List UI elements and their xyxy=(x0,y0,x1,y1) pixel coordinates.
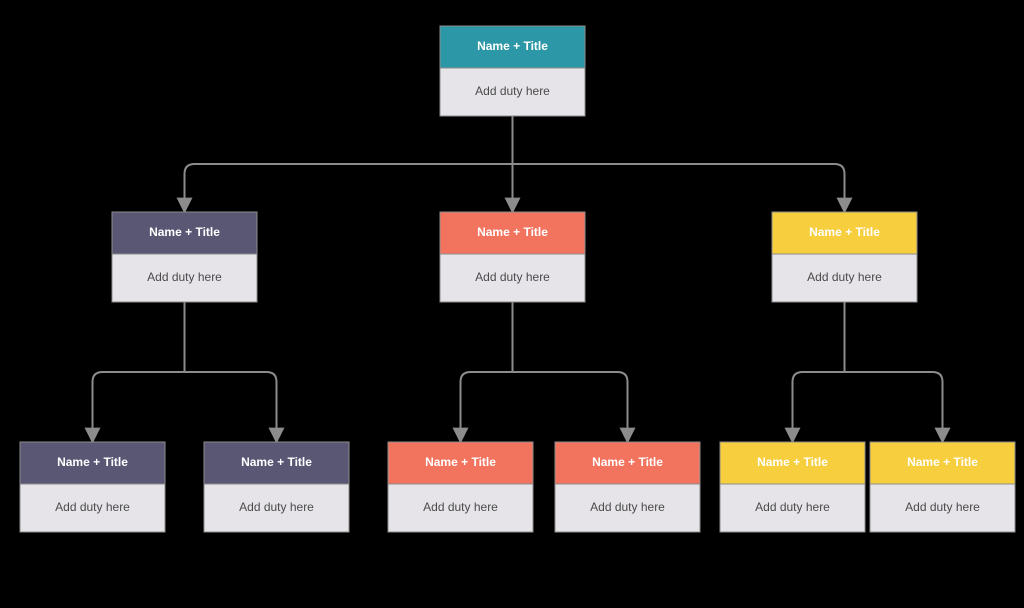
org-node-l4[interactable]: Name + Title Add duty here xyxy=(555,442,700,532)
node-duty: Add duty here xyxy=(475,84,550,98)
org-node-l1[interactable]: Name + Title Add duty here xyxy=(20,442,165,532)
node-title: Name + Title xyxy=(477,39,548,53)
node-duty: Add duty here xyxy=(755,500,830,514)
node-duty: Add duty here xyxy=(239,500,314,514)
org-node-l2[interactable]: Name + Title Add duty here xyxy=(204,442,349,532)
node-title: Name + Title xyxy=(809,225,880,239)
org-node-l3[interactable]: Name + Title Add duty here xyxy=(388,442,533,532)
connector xyxy=(845,372,943,442)
node-title: Name + Title xyxy=(57,455,128,469)
connector xyxy=(93,372,185,442)
node-duty: Add duty here xyxy=(590,500,665,514)
node-duty: Add duty here xyxy=(55,500,130,514)
node-title: Name + Title xyxy=(592,455,663,469)
connector xyxy=(185,164,513,212)
org-chart: Name + Title Add duty here Name + Title Add… xyxy=(0,0,1024,608)
connector xyxy=(461,372,513,442)
connector xyxy=(793,372,845,442)
node-title: Name + Title xyxy=(241,455,312,469)
connector xyxy=(513,164,845,212)
node-duty: Add duty here xyxy=(905,500,980,514)
node-title: Name + Title xyxy=(425,455,496,469)
node-title: Name + Title xyxy=(477,225,548,239)
node-title: Name + Title xyxy=(757,455,828,469)
connector xyxy=(513,372,628,442)
connector xyxy=(185,372,277,442)
node-duty: Add duty here xyxy=(423,500,498,514)
node-duty: Add duty here xyxy=(807,270,882,284)
nodes-layer: Name + Title Add duty here Name + Title Add… xyxy=(20,26,1015,532)
org-node-m2[interactable]: Name + Title Add duty here xyxy=(440,212,585,302)
org-node-l5[interactable]: Name + Title Add duty here xyxy=(720,442,865,532)
node-duty: Add duty here xyxy=(147,270,222,284)
node-title: Name + Title xyxy=(907,455,978,469)
org-node-l6[interactable]: Name + Title Add duty here xyxy=(870,442,1015,532)
org-node-root[interactable]: Name + Title Add duty here xyxy=(440,26,585,116)
org-node-m1[interactable]: Name + Title Add duty here xyxy=(112,212,257,302)
node-title: Name + Title xyxy=(149,225,220,239)
node-duty: Add duty here xyxy=(475,270,550,284)
org-node-m3[interactable]: Name + Title Add duty here xyxy=(772,212,917,302)
